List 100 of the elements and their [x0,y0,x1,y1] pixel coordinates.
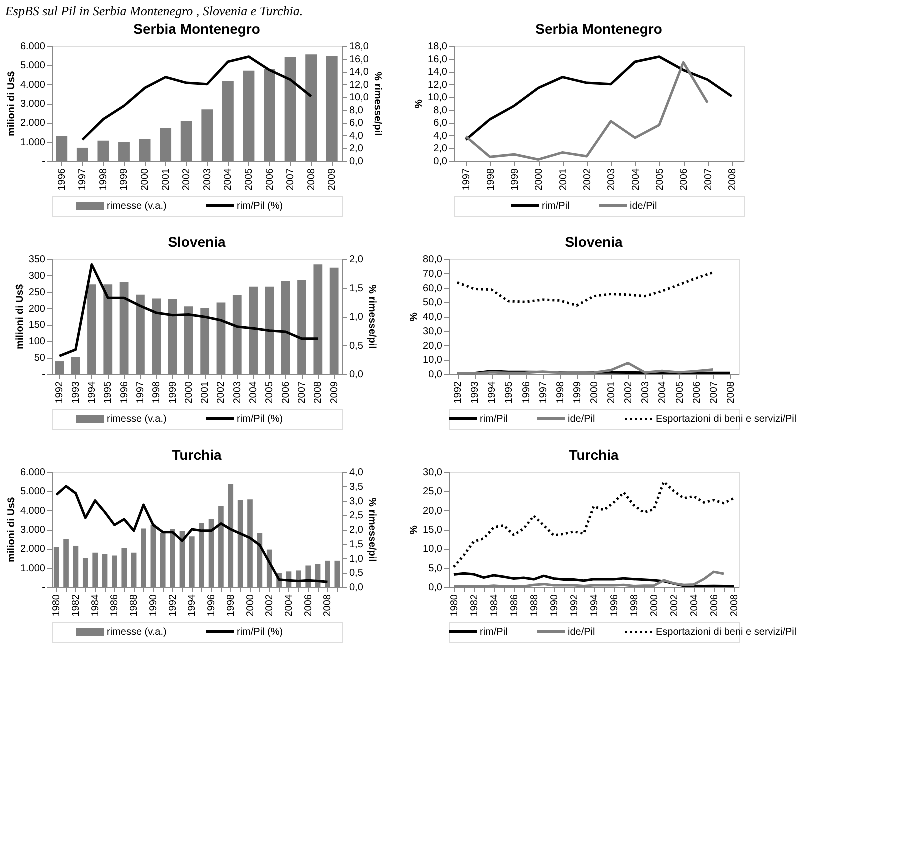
y2-axis-title: % rimesse/pil [372,72,383,136]
y2-tick-label: 2,0 [350,254,364,266]
y-tick-label: - [42,370,46,380]
x-tick-label: 1986 [110,594,121,617]
y2-tick-label: 1,0 [350,554,364,565]
y-axis-title: milioni di Us$ [6,71,18,137]
x-tick-label: 1986 [510,594,520,617]
x-tick-label: 2006 [280,381,292,404]
x-tick-label: 1996 [119,381,130,404]
x-tick-label: 2000 [184,381,195,404]
y-tick-label: 4.000 [20,80,46,91]
y-axis-title: % [409,312,420,322]
x-tick-label: 2007 [703,168,714,191]
x-tick-label: 2004 [658,381,669,404]
text: EspBS sul Pil in Serbia Montenegro , Slovenia e Turchia. [4,4,304,18]
x-tick-label: 1996 [610,594,620,617]
x-tick-label: 2008 [322,594,334,617]
y2-tick-label: 1,5 [350,539,364,550]
y2-tick-label: 0,5 [350,568,364,580]
y-tick-label: 150 [28,320,46,332]
x-tick-label: 1993 [470,381,482,404]
x-tick-label: 2008 [726,381,737,404]
x-tick-label: 2000 [650,594,660,617]
y2-tick-label: 2,5 [350,510,364,522]
legend-label: Esportazioni di beni e servizi/Pil [656,414,797,425]
x-tick-label: 2008 [730,594,740,617]
x-tick-label: 2006 [264,168,276,191]
chart-title: Turchia [172,447,222,463]
x-tick-label: 2000 [534,168,546,191]
x-tick-label: 1993 [70,381,82,404]
legend-label: rimesse (v.a.) [107,201,167,212]
chart-title: Slovenia [168,234,226,250]
x-tick-label: 2003 [202,168,214,191]
y-tick-label: 16,0 [428,54,448,66]
y2-tick-label: 3,0 [350,496,364,508]
x-tick-label: 2008 [313,381,324,404]
y-tick-label: 40,0 [423,312,443,323]
x-tick-label: 1984 [90,594,102,617]
x-tick-label: 2004 [223,168,234,191]
y2-tick-label: 1,5 [350,283,364,294]
x-tick-label: 1994 [487,381,498,404]
legend-label: ide/Pil [568,627,596,638]
x-tick-label: 1997 [462,168,473,191]
x-tick-label: 1994 [590,594,600,617]
y-tick-label: 5.000 [20,60,46,72]
y-tick-label: 200 [28,304,46,315]
y-tick-label: 20,0 [423,506,443,517]
x-tick-label: 2005 [264,381,276,404]
x-tick-label: 1995 [504,381,516,404]
x-tick-label: 2001 [200,381,212,404]
chart-title: Turchia [569,447,619,463]
x-tick-label: 1984 [490,594,500,617]
x-tick-label: 1998 [226,594,237,617]
y2-tick-label: 2,0 [350,144,364,155]
y2-tick-label: 0,0 [350,370,364,380]
x-tick-label: 2002 [216,381,228,404]
x-tick-label: 2006 [679,168,690,191]
x-tick-label: 1995 [103,381,114,404]
y-tick-label: 25,0 [423,486,443,498]
y2-tick-label: 14,0 [350,67,370,78]
y2-tick-label: 12,0 [350,80,370,91]
y-tick-label: - [42,156,46,168]
legend-label: rimesse (v.a.) [107,627,167,638]
legend-label: rim/Pil (%) [237,414,284,425]
x-tick-label: 1980 [450,594,460,617]
x-tick-label: 2001 [160,168,172,191]
x-tick-label: 2002 [182,168,193,191]
x-tick-label: 1992 [453,381,464,404]
y2-tick-label: 3,5 [350,482,364,493]
y-tick-label: 3.000 [20,99,46,110]
y2-tick-label: 0,0 [350,582,364,594]
x-tick-label: 1992 [570,594,580,617]
x-tick-label: 1980 [52,594,63,617]
y-tick-label: 1.000 [20,563,46,574]
x-tick-label: 1990 [148,594,160,617]
x-tick-label: 2004 [630,168,642,191]
x-tick-label: 2006 [303,594,314,617]
y-tick-label: 14,0 [428,67,448,78]
x-tick-label: 2002 [264,594,276,617]
y-axis-title: % [414,99,426,108]
x-tick-label: 1998 [630,594,640,617]
legend-label: rim/Pil [480,414,508,425]
legend-label: rim/Pil (%) [237,201,284,212]
x-tick-label: 2008 [306,168,318,191]
y-tick-label: 5.000 [20,486,46,498]
y2-tick-label: 8,0 [350,105,364,116]
x-tick-label: 2000 [245,594,256,617]
x-tick-label: 2001 [606,381,618,404]
x-tick-label: 1997 [538,381,550,404]
x-tick-label: 2006 [692,381,703,404]
y-tick-label: 80,0 [423,254,443,266]
x-tick-label: 1994 [86,381,98,404]
x-tick-label: 2009 [329,381,340,404]
y2-tick-label: 0,5 [350,340,364,352]
x-tick-label: 2004 [248,381,260,404]
x-tick-label: 1998 [98,168,110,191]
x-tick-label: 2003 [640,381,652,404]
y2-tick-label: 0,0 [350,156,364,168]
y-tick-label: - [42,582,46,594]
x-tick-label: 2006 [710,594,720,617]
